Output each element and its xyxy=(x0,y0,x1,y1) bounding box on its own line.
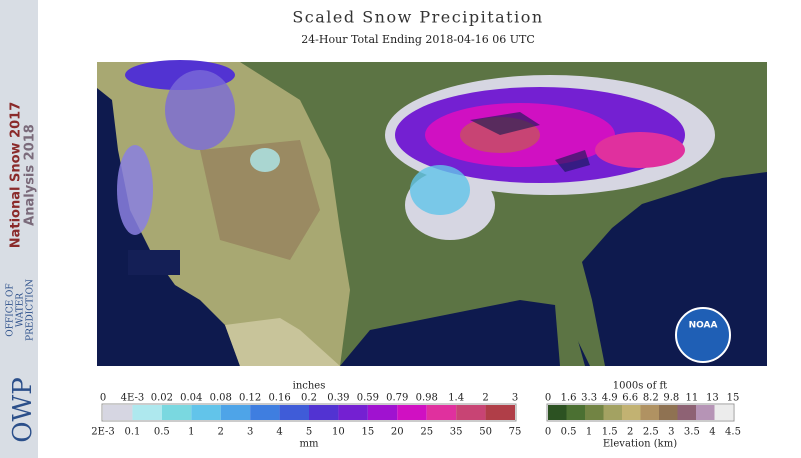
elev-bottom-label: 4 xyxy=(709,427,715,438)
elev-top-title: 1000s of ft xyxy=(613,381,667,392)
precip-bottom-label: 0.1 xyxy=(124,427,140,438)
precip-swatch xyxy=(309,405,339,420)
office-text: WATER xyxy=(16,293,26,327)
owp-logo: OWP xyxy=(8,377,38,443)
subtitle: 24-Hour Total Ending 2018-04-16 06 UTC xyxy=(301,33,535,46)
title: Scaled Snow Precipitation xyxy=(292,8,543,27)
precip-swatch xyxy=(367,405,398,420)
precip-top-label: 0.59 xyxy=(357,393,379,404)
elev-top-label: 1.6 xyxy=(561,393,577,404)
elev-bottom-label: 1.5 xyxy=(602,427,618,438)
elev-top-label: 15 xyxy=(727,393,740,404)
precip-bottom-label: 4 xyxy=(276,427,282,438)
precip-top-label: 0.79 xyxy=(386,393,408,404)
elev-top-label: 9.8 xyxy=(663,393,679,404)
elev-swatch xyxy=(622,405,641,420)
precip-top-label: 0.39 xyxy=(327,393,349,404)
elev-bottom-label: 2 xyxy=(627,427,633,438)
precip-swatch xyxy=(132,405,162,420)
elev-swatch xyxy=(566,405,585,420)
elev-bottom-label: 4.5 xyxy=(725,427,741,438)
precip-top-label: 0.08 xyxy=(210,393,232,404)
precip-top-label: 2 xyxy=(482,393,488,404)
elev-top-label: 4.9 xyxy=(602,393,618,404)
elev-swatch xyxy=(548,405,567,420)
sidebar-line1: National Snow 2017 xyxy=(9,102,24,249)
precip-top-title: inches xyxy=(293,381,326,392)
precip-top-label: 0.04 xyxy=(180,393,202,404)
elev-top-label: 11 xyxy=(686,393,699,404)
precip-bottom-label: 3 xyxy=(247,427,253,438)
precip-bottom-label: 75 xyxy=(509,427,522,438)
precip-top-label: 0 xyxy=(100,393,106,404)
elev-swatch xyxy=(603,405,622,420)
precip-bottom-title: mm xyxy=(300,439,319,450)
precip-top-label: 0.98 xyxy=(416,393,438,404)
elev-bottom-title: Elevation (km) xyxy=(603,439,677,450)
precip-swatch xyxy=(191,405,221,420)
sidebar xyxy=(0,0,38,458)
precip-bottom-label: 10 xyxy=(332,427,345,438)
precip-swatch xyxy=(220,405,251,420)
precip-bottom-label: 2 xyxy=(218,427,224,438)
elev-bottom-label: 1 xyxy=(586,427,592,438)
sidebar-line2: Analysis 2018 xyxy=(23,124,38,226)
precip-bottom-label: 0.5 xyxy=(154,427,170,438)
elev-swatch xyxy=(714,405,733,420)
elev-swatch xyxy=(640,405,659,420)
precip-bottom-label: 15 xyxy=(361,427,374,438)
precip-bottom-label: 50 xyxy=(479,427,492,438)
precip-swatch xyxy=(456,405,486,420)
elev-bottom-label: 2.5 xyxy=(643,427,659,438)
elev-bottom-label: 0.5 xyxy=(561,427,577,438)
precip-top-label: 1.4 xyxy=(448,393,464,404)
precip-bottom-label: 2E-3 xyxy=(91,427,115,438)
precip-swatch xyxy=(338,405,368,420)
precip-top-label: 3 xyxy=(512,393,518,404)
precip-swatch xyxy=(397,405,427,420)
precip-bottom-label: 1 xyxy=(188,427,194,438)
precip-swatch xyxy=(161,405,192,420)
precip-top-label: 0.02 xyxy=(151,393,173,404)
precip-swatch xyxy=(103,405,133,420)
precip-swatch xyxy=(279,405,309,420)
elev-swatch xyxy=(677,405,696,420)
precip-bottom-label: 25 xyxy=(420,427,433,438)
elev-top-label: 13 xyxy=(706,393,719,404)
elev-bottom-label: 3.5 xyxy=(684,427,700,438)
elev-swatch xyxy=(696,405,715,420)
precip-bottom-label: 20 xyxy=(391,427,404,438)
elev-top-label: 0 xyxy=(545,393,551,404)
elev-swatch xyxy=(585,405,604,420)
office-text: OFFICE OF xyxy=(6,283,16,336)
precip-top-label: 0.12 xyxy=(239,393,261,404)
elev-top-label: 3.3 xyxy=(581,393,597,404)
precip-swatch xyxy=(485,405,515,420)
elev-bottom-label: 0 xyxy=(545,427,551,438)
office-text: PREDICTION xyxy=(26,279,36,341)
precip-top-label: 0.16 xyxy=(268,393,290,404)
precip-bottom-label: 5 xyxy=(306,427,312,438)
precip-top-label: 0.2 xyxy=(301,393,317,404)
elev-bottom-label: 3 xyxy=(668,427,674,438)
precip-swatch xyxy=(250,405,280,420)
precip-bottom-label: 35 xyxy=(450,427,463,438)
elev-top-label: 8.2 xyxy=(643,393,659,404)
elev-top-label: 6.6 xyxy=(622,393,638,404)
precip-top-label: 4E-3 xyxy=(121,393,145,404)
elev-swatch xyxy=(659,405,678,420)
map: NOAA xyxy=(97,60,767,366)
precip-swatch xyxy=(426,405,457,420)
noaa-logo: NOAA xyxy=(689,321,718,331)
